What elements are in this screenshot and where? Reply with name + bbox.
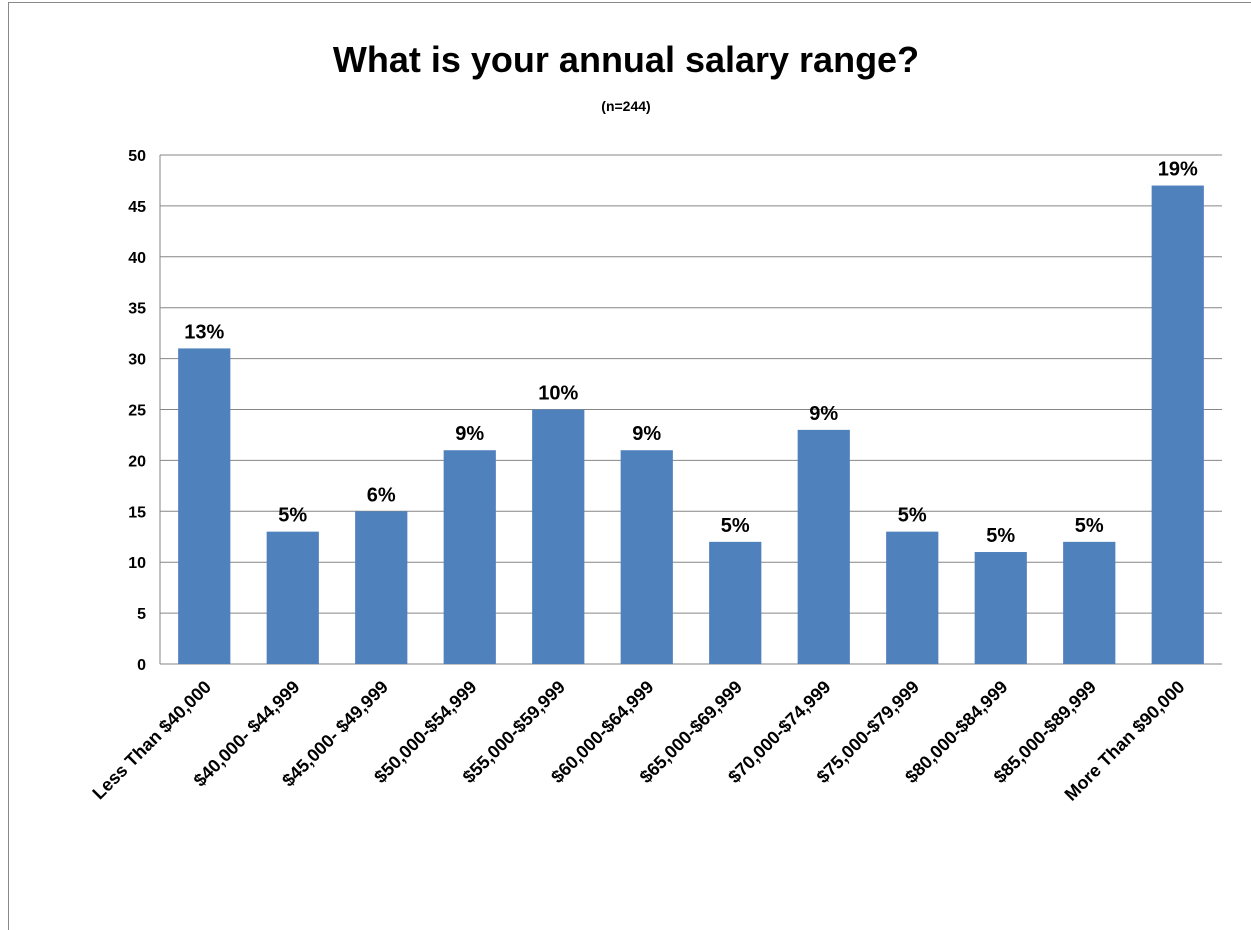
y-tick-label: 5 [137, 606, 146, 623]
bar [709, 541, 762, 664]
y-tick-label: 40 [128, 250, 146, 267]
y-tick-label: 20 [128, 453, 146, 470]
y-tick-label: 0 [137, 657, 146, 674]
data-label: 9% [809, 403, 838, 425]
data-label: 10% [538, 383, 578, 405]
y-tick-label: 50 [128, 148, 146, 165]
bar [266, 531, 319, 664]
y-tick-label: 10 [128, 555, 146, 572]
data-label: 5% [721, 515, 750, 537]
data-label: 5% [986, 525, 1015, 547]
bar [178, 348, 231, 664]
y-tick-label: 15 [128, 504, 146, 521]
bar [886, 531, 939, 664]
data-label: 9% [632, 423, 661, 445]
bar [1151, 185, 1204, 665]
data-label: 5% [278, 505, 307, 527]
data-label: 13% [184, 321, 224, 343]
bar [974, 552, 1027, 664]
chart-title: What is your annual salary range? [333, 39, 919, 80]
data-label: 9% [455, 423, 484, 445]
y-tick-label: 35 [128, 301, 146, 318]
y-tick-label: 25 [128, 403, 146, 420]
y-tick-label: 45 [128, 199, 146, 216]
data-label: 5% [898, 505, 927, 527]
data-label: 19% [1158, 159, 1198, 181]
bar [355, 511, 408, 664]
bar [797, 429, 850, 664]
bar [620, 450, 673, 664]
data-label: 5% [1075, 515, 1104, 537]
bar [1063, 541, 1116, 664]
bar [443, 450, 496, 664]
bar [532, 409, 585, 664]
data-label: 6% [367, 484, 396, 506]
y-tick-label: 30 [128, 352, 146, 369]
chart-subtitle: (n=244) [601, 98, 650, 114]
